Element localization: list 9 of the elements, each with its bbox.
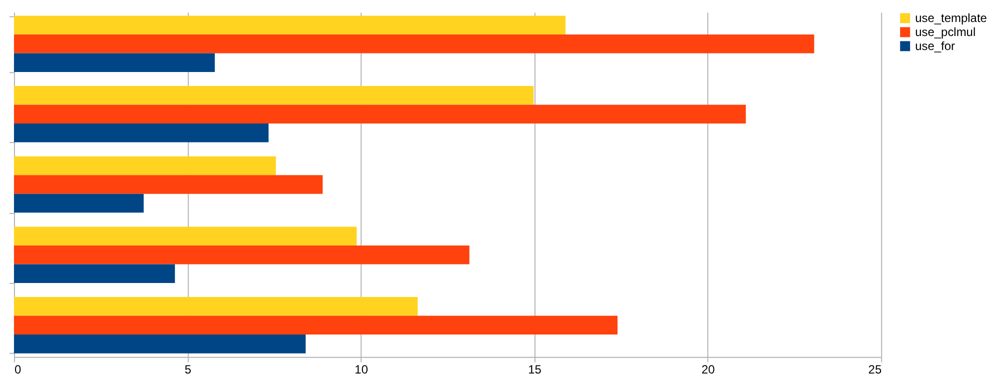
- legend-label: use_for: [915, 39, 956, 54]
- x-tick-label: 10: [354, 362, 368, 376]
- legend-label: use_template: [915, 11, 988, 26]
- x-tick-label: 25: [868, 362, 882, 376]
- x-tick-label: 5: [184, 362, 192, 376]
- legend-label: use_pclmul: [915, 25, 976, 40]
- x-tick-label: 15: [528, 362, 542, 376]
- x-tick-label: 20: [702, 362, 716, 376]
- x-tick-label: 0: [14, 362, 22, 376]
